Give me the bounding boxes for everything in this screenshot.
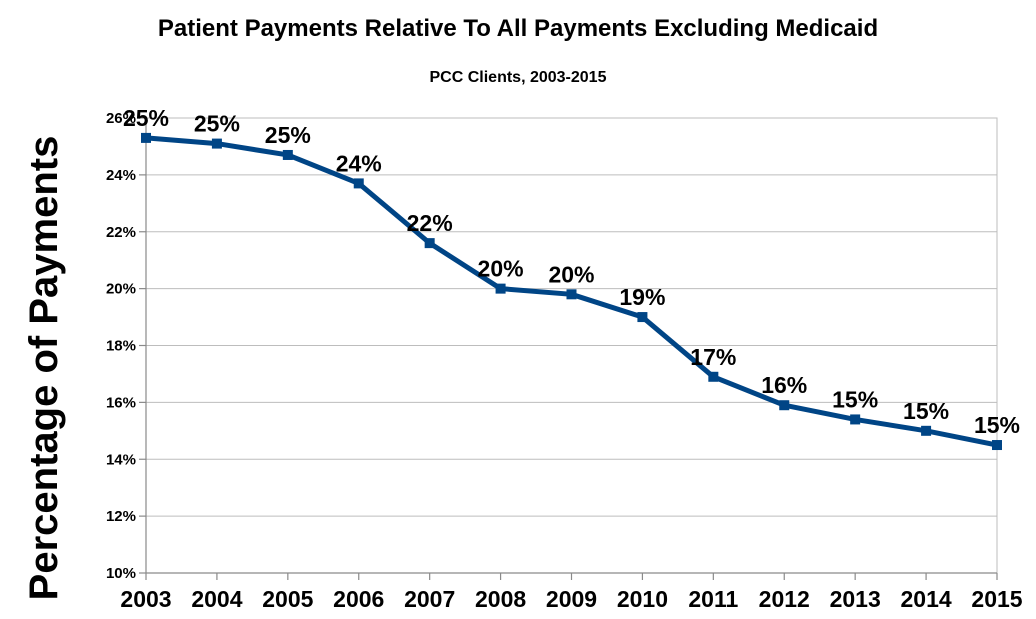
data-point <box>921 425 932 436</box>
data-label: 24% <box>336 150 382 176</box>
x-tick-label: 2007 <box>404 586 455 612</box>
data-point <box>353 178 364 189</box>
data-point <box>141 132 151 143</box>
x-tick-label: 2013 <box>830 586 881 612</box>
y-tick-label: 10% <box>106 565 136 582</box>
data-label: 16% <box>761 372 807 398</box>
data-point <box>708 371 719 382</box>
x-tick-label: 2015 <box>971 586 1022 612</box>
x-tick-label: 2003 <box>120 586 171 612</box>
x-tick-label: 2004 <box>191 586 242 612</box>
x-tick-label: 2010 <box>617 586 668 612</box>
y-tick-label: 24% <box>106 167 136 184</box>
data-label: 20% <box>548 261 594 287</box>
data-point <box>992 440 1002 451</box>
data-label: 15% <box>832 386 878 412</box>
data-label: 15% <box>903 398 949 424</box>
data-point <box>637 312 648 323</box>
data-label: 25% <box>123 105 169 131</box>
x-tick-label: 2009 <box>546 586 597 612</box>
y-tick-label: 26% <box>106 110 136 127</box>
x-tick-label: 2006 <box>333 586 384 612</box>
data-point <box>495 283 506 294</box>
y-tick-label: 22% <box>106 224 136 241</box>
y-tick-label: 12% <box>106 508 136 525</box>
data-label: 20% <box>478 256 524 282</box>
x-tick-label: 2012 <box>759 586 810 612</box>
x-tick-label: 2005 <box>262 586 313 612</box>
data-point <box>566 289 577 300</box>
x-tick-label: 2014 <box>900 586 951 612</box>
data-label: 25% <box>194 111 240 137</box>
data-label: 19% <box>619 284 665 310</box>
data-label: 25% <box>265 122 311 148</box>
data-point <box>424 238 435 249</box>
data-label: 22% <box>407 210 453 236</box>
y-tick-label: 20% <box>106 281 136 298</box>
x-tick-label: 2008 <box>475 586 526 612</box>
y-tick-label: 14% <box>106 451 136 468</box>
y-tick-label: 16% <box>106 394 136 411</box>
x-tick-label: 2011 <box>688 586 738 612</box>
chart-subtitle: PCC Clients, 2003-2015 <box>430 69 607 86</box>
chart-title: Patient Payments Relative To All Payment… <box>158 15 878 42</box>
data-point <box>850 414 861 425</box>
data-point <box>211 138 222 149</box>
plot-area: 10% 12% 14% 16% 18% 20% 22% 24% 26% 2003 2004 2005 2… <box>106 105 1023 612</box>
data-label: 17% <box>690 344 736 370</box>
y-tick-label: 18% <box>106 338 136 355</box>
data-point <box>779 400 790 411</box>
data-point <box>282 149 293 160</box>
data-label: 15% <box>974 412 1020 438</box>
y-axis-title: Percentage of Payments <box>22 136 66 601</box>
